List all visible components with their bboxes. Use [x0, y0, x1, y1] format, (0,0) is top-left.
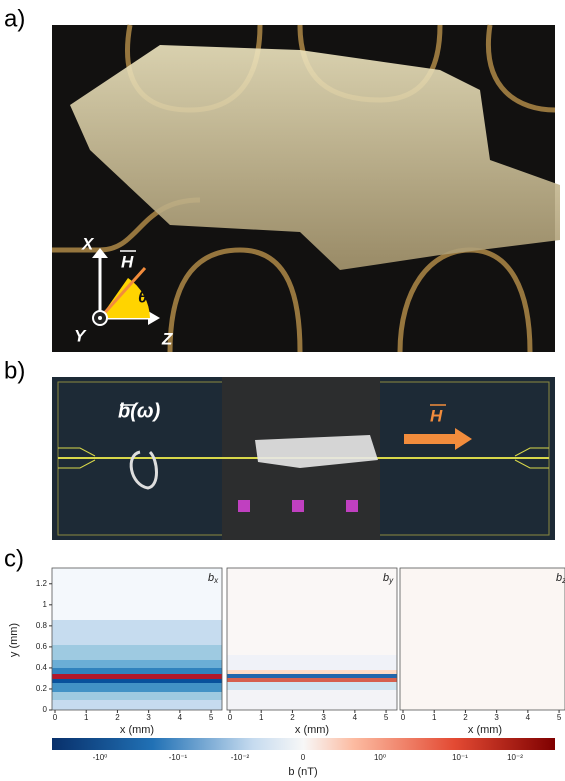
x-axis-label: x (mm) — [295, 724, 329, 736]
colorbar-tick-label: 10⁰ — [374, 753, 386, 762]
x-tick-label: 3 — [494, 713, 499, 722]
x-tick-label: 3 — [321, 713, 326, 722]
heatmap-band — [227, 655, 397, 670]
heatmap-band — [52, 692, 222, 700]
x-tick-label: 5 — [384, 713, 389, 722]
colorbar-tick-label: -10⁻² — [231, 753, 250, 762]
heatmap-band — [227, 568, 397, 655]
x-tick-label: 2 — [463, 713, 468, 722]
heatmap-band — [52, 645, 222, 660]
heatmap-band — [400, 568, 565, 710]
x-tick-label: 0 — [401, 713, 406, 722]
heatmap-band — [52, 674, 222, 679]
panel-label: b) — [4, 357, 25, 384]
heatmap-band — [227, 678, 397, 682]
x-axis-label: x (mm) — [468, 724, 502, 736]
heatmap-band — [52, 679, 222, 683]
y-tick-label: 0.4 — [36, 663, 48, 672]
x-tick-label: 0 — [53, 713, 58, 722]
y-tick-label: 1.2 — [36, 579, 48, 588]
y-tick-label: 0.8 — [36, 621, 48, 630]
heatmap-band — [227, 690, 397, 710]
colorbar-tick-label: 10⁻¹ — [452, 753, 468, 762]
figure: a) X Y Z H θ b) b(ω) H c) y (mm) b (nT) … — [0, 0, 565, 781]
x-axis-label: x (mm) — [120, 724, 154, 736]
x-tick-label: 5 — [557, 713, 562, 722]
y-axis-label: y (mm) — [8, 623, 20, 657]
x-tick-label: 1 — [84, 713, 89, 722]
x-tick-label: 2 — [290, 713, 295, 722]
x-tick-label: 5 — [209, 713, 214, 722]
heatmap-band — [52, 683, 222, 692]
x-tick-label: 4 — [178, 713, 183, 722]
colorbar-label: b (nT) — [288, 766, 317, 778]
colorbar-tick-label: -10⁰ — [93, 753, 108, 762]
axis-label: Y — [74, 326, 87, 345]
y-tick-label: 1 — [43, 600, 48, 609]
heatmap-band — [227, 670, 397, 674]
y-tick-label: 0 — [43, 705, 48, 714]
drive-label: b(ω) — [118, 400, 161, 422]
y-tick-label: 0.6 — [36, 642, 48, 651]
colorbar-tick-label: 0 — [301, 753, 306, 762]
x-tick-label: 4 — [526, 713, 531, 722]
colorbar-tick-label: 10⁻² — [507, 753, 523, 762]
axis-label: Z — [161, 329, 173, 348]
axis-label: X — [81, 234, 95, 253]
heatmap-band — [227, 682, 397, 690]
x-tick-label: 0 — [228, 713, 233, 722]
y-tick-label: 0.2 — [36, 684, 48, 693]
angle-label: θ — [138, 287, 148, 306]
heatmap-band — [52, 700, 222, 710]
colorbar-tick-label: -10⁻¹ — [169, 753, 188, 762]
field-label: H — [121, 252, 134, 271]
page: a) X Y Z H θ b) b(ω) H c) y (mm) b (nT) … — [0, 0, 565, 781]
panel-label: a) — [4, 5, 25, 32]
x-tick-label: 3 — [146, 713, 151, 722]
heatmap-band — [227, 674, 397, 678]
x-tick-label: 2 — [115, 713, 120, 722]
field-label: H — [430, 406, 443, 425]
heatmap-band — [52, 668, 222, 674]
colorbar — [52, 738, 555, 750]
x-tick-label: 4 — [353, 713, 358, 722]
heatmap-band — [52, 568, 222, 620]
dot — [98, 316, 102, 320]
heatmap-band — [52, 660, 222, 668]
x-tick-label: 1 — [432, 713, 437, 722]
heatmap-band — [52, 620, 222, 645]
x-tick-label: 1 — [259, 713, 264, 722]
panel-label: c) — [4, 545, 24, 572]
title-sub: z — [561, 576, 565, 585]
